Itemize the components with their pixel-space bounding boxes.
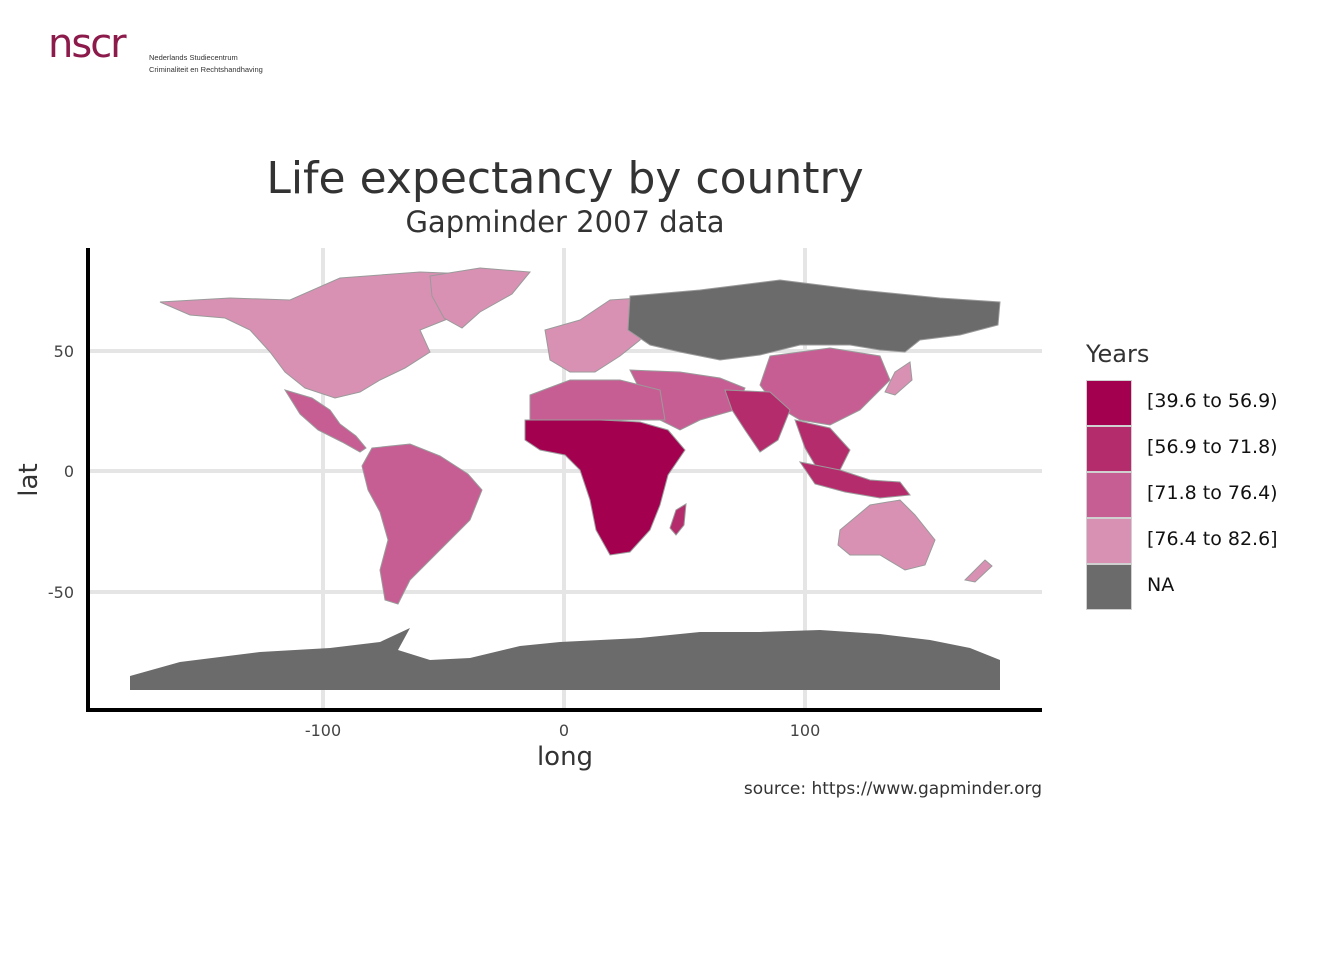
region-indonesia	[798, 461, 911, 499]
logo-mark: nscr	[48, 21, 127, 67]
legend-label: [71.8 to 76.4)	[1147, 482, 1278, 504]
x-axis-label: long	[536, 742, 594, 772]
region-madagascar	[669, 503, 687, 536]
legend-label: [56.9 to 71.8)	[1147, 436, 1278, 458]
legend-swatch	[1086, 380, 1132, 426]
source-caption: source: https://www.gapminder.org	[743, 779, 1042, 799]
x-tick-label: 0	[559, 721, 569, 740]
x-tick-label: -100	[305, 721, 341, 740]
legend: Years [39.6 to 56.9) [56.9 to 71.8) [71.8 …	[1086, 340, 1278, 610]
countries	[130, 267, 1001, 690]
legend-swatch	[1086, 518, 1132, 564]
y-tick-label: 50	[54, 342, 74, 361]
region-new-zealand	[963, 559, 993, 583]
legend-title: Years	[1086, 340, 1150, 368]
region-japan	[884, 361, 913, 396]
y-tick-label: -50	[48, 583, 74, 602]
legend-label: NA	[1147, 574, 1175, 596]
region-south-asia	[724, 389, 791, 453]
legend-item: [39.6 to 56.9)	[1086, 380, 1278, 426]
region-australia	[837, 499, 936, 571]
y-tick-label: 0	[64, 462, 74, 481]
legend-item: [56.9 to 71.8)	[1086, 426, 1278, 472]
region-antarctica	[130, 628, 1000, 690]
legend-items: [39.6 to 56.9) [56.9 to 71.8) [71.8 to 76.…	[1086, 380, 1278, 610]
chart-subtitle: Gapminder 2007 data	[405, 205, 725, 239]
legend-swatch	[1086, 472, 1132, 518]
chart-title: Life expectancy by country	[266, 153, 864, 204]
region-sub-saharan-africa	[524, 419, 686, 556]
region-north-africa	[529, 379, 666, 426]
y-axis-label: lat	[14, 463, 44, 497]
logo-text-line-1: Nederlands Studiecentrum	[149, 53, 238, 62]
region-europe	[544, 297, 651, 373]
x-tick-label: 100	[790, 721, 821, 740]
region-south-america	[361, 443, 483, 605]
nscr-logo: nscr Nederlands Studiecentrum Criminalit…	[46, 20, 286, 80]
region-north-america	[159, 271, 522, 399]
legend-swatch	[1086, 564, 1132, 610]
region-central-america	[283, 389, 367, 453]
region-greenland	[429, 267, 531, 329]
legend-item: NA	[1086, 564, 1174, 610]
legend-item: [76.4 to 82.6]	[1086, 518, 1278, 564]
region-russia	[627, 279, 1001, 361]
legend-label: [39.6 to 56.9)	[1147, 390, 1278, 412]
legend-label: [76.4 to 82.6]	[1147, 528, 1278, 550]
logo-text-line-2: Criminaliteit en Rechtshandhaving	[149, 65, 263, 74]
legend-item: [71.8 to 76.4)	[1086, 472, 1278, 518]
legend-swatch	[1086, 426, 1132, 472]
